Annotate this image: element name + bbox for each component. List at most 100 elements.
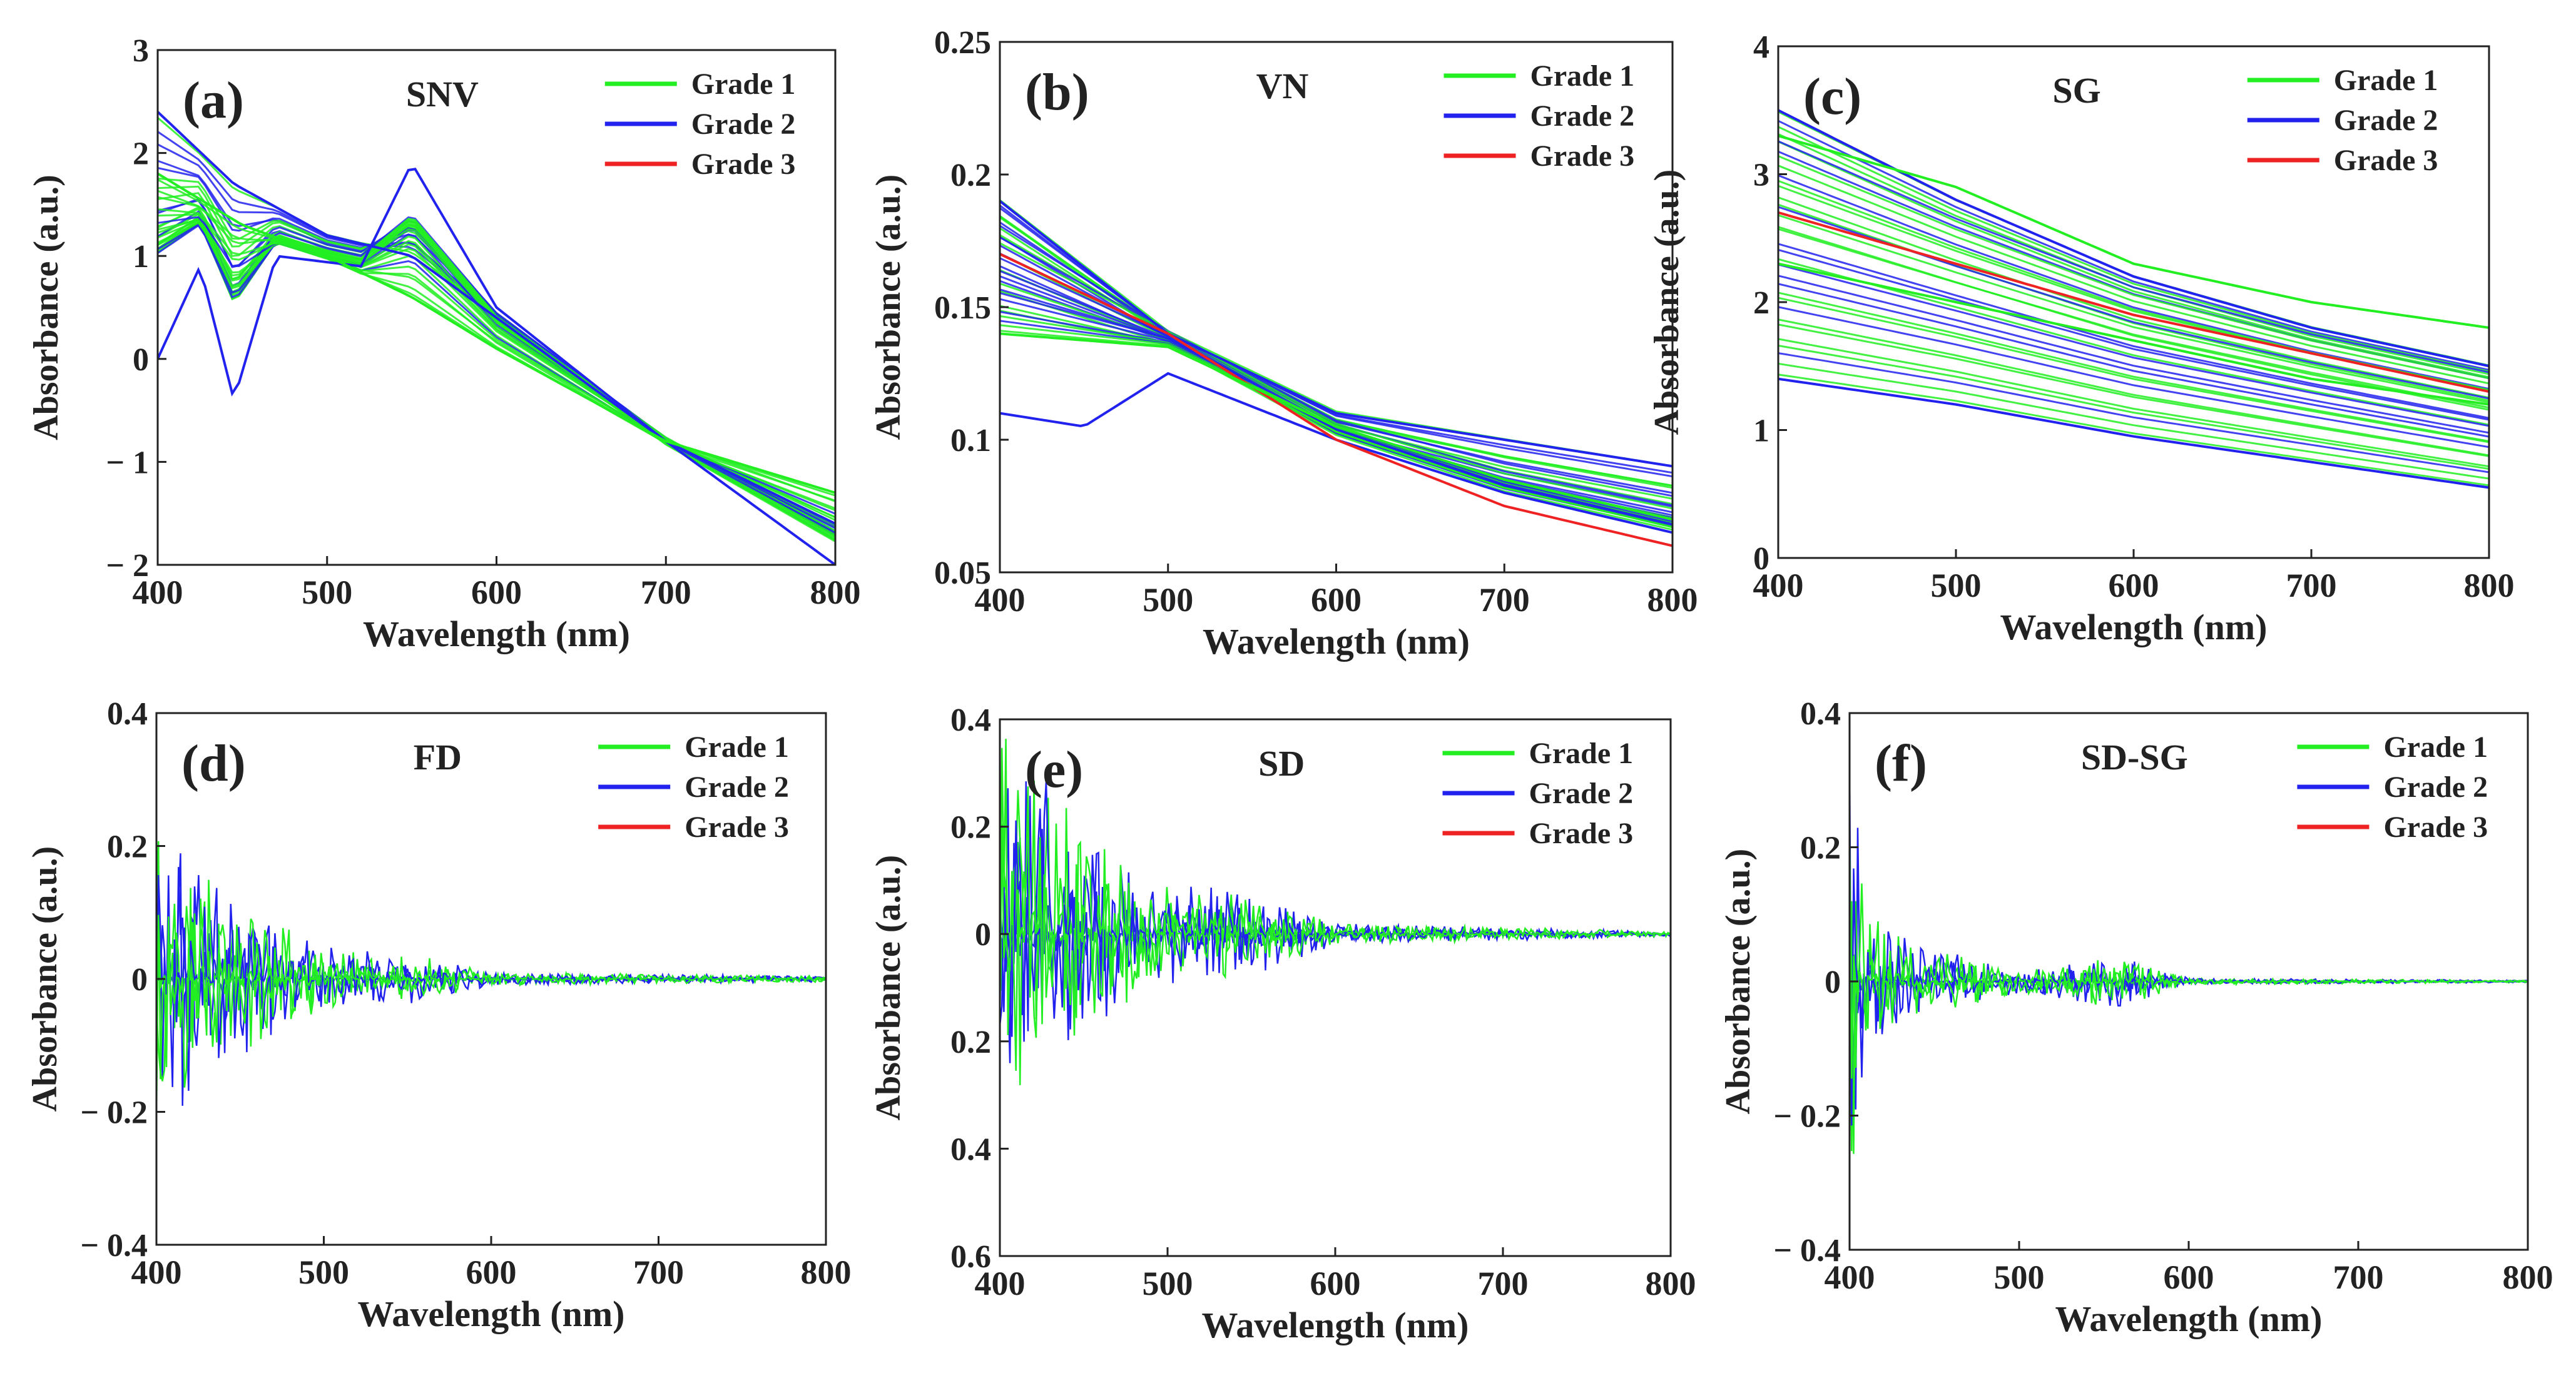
y-tick-label: 1 <box>1753 413 1769 449</box>
spectrum-line <box>1000 234 1672 505</box>
x-axis-label: Wavelength (nm) <box>1202 1305 1469 1345</box>
spectrum-line <box>1000 215 1672 487</box>
y-tick-label: 1 <box>133 239 149 275</box>
spectrum-line <box>158 221 835 533</box>
y-tick-label: 0.4 <box>1800 696 1841 732</box>
x-tick-label: 400 <box>975 581 1026 619</box>
spectrum-line <box>1000 216 1672 489</box>
series-line-4 <box>1000 332 1672 521</box>
y-axis-label: Absorbance (a.u.) <box>26 846 64 1112</box>
panel-label: (b) <box>1025 63 1089 121</box>
y-tick-label: 0.2 <box>950 1025 991 1060</box>
y-tick-label: 0.4 <box>107 696 148 732</box>
chart-panel-5: 400 500 600 700 800 0.4 0.2 0 0.2 0.4 0.6 Wavelengt… <box>869 702 1696 1345</box>
legend: Grade 1 Grade 2 Grade 3 <box>2247 64 2438 177</box>
y-tick-label: − 0.4 <box>1773 1233 1841 1269</box>
y-tick-label: 0.2 <box>950 810 991 846</box>
y-tick-label: 3 <box>133 33 149 69</box>
legend: Grade 1 Grade 2 Grade 3 <box>1442 737 1633 850</box>
x-tick-label: 800 <box>2464 567 2515 604</box>
x-tick-label: 400 <box>131 1254 182 1291</box>
spectrum-line <box>1778 126 2489 373</box>
panel-title: VN <box>1256 66 1309 106</box>
chart-panel-2: 400 500 600 700 800 0.25 0.2 0.15 0.1 0.05 Wavelen… <box>869 25 1698 662</box>
spectrum-line <box>1778 248 2489 421</box>
series-line-4 <box>1778 262 2489 406</box>
spectrum-line <box>158 218 835 519</box>
legend-label: Grade 2 <box>2334 104 2438 137</box>
y-tick-label: − 0.2 <box>1773 1099 1841 1135</box>
y-tick-label: 0.05 <box>934 555 991 591</box>
x-tick-label: 800 <box>1647 581 1698 619</box>
plot-area <box>156 841 826 1120</box>
y-axis-label: Absorbance (a.u.) <box>1719 849 1758 1115</box>
y-tick-label: 0.1 <box>950 423 991 458</box>
spectrum-line <box>1778 318 2489 457</box>
x-tick-label: 400 <box>1753 567 1804 604</box>
y-tick-label: 4 <box>1753 29 1769 65</box>
spectrum-line <box>1000 292 1672 525</box>
panel-label: (e) <box>1025 741 1083 799</box>
spectrum-line <box>158 224 835 534</box>
spectrum-line <box>1778 338 2489 468</box>
x-tick-label: 700 <box>2333 1259 2384 1296</box>
spectrum-line <box>1778 275 2489 434</box>
x-tick-label: 500 <box>1931 567 1982 604</box>
x-tick-label: 400 <box>133 574 183 611</box>
series-line-3 <box>1778 211 2489 393</box>
series-line-2 <box>1778 134 2489 329</box>
spectrum-line <box>1778 373 2489 487</box>
x-tick-label: 500 <box>1143 581 1193 619</box>
spectrum-line <box>1778 196 2489 399</box>
spectrum-line <box>1778 323 2489 457</box>
spectrum-line <box>1000 207 1672 478</box>
spectrum-line <box>1778 291 2489 442</box>
series-line-5 <box>1778 377 2489 489</box>
legend-label: Grade 3 <box>691 148 796 181</box>
x-axis-label: Wavelength (nm) <box>358 1294 625 1334</box>
x-tick-label: 400 <box>1825 1259 1875 1296</box>
plot-area <box>1850 760 2528 1154</box>
y-tick-label: 2 <box>1753 285 1769 321</box>
panel-title: SG <box>2052 70 2100 111</box>
panel-title: SNV <box>406 74 479 114</box>
y-tick-label: 0.4 <box>950 702 991 738</box>
y-tick-label: − 0.2 <box>80 1095 148 1131</box>
spectrum-line <box>1000 227 1672 500</box>
x-tick-label: 700 <box>1478 1265 1529 1302</box>
panel-title: SD <box>1258 743 1305 784</box>
legend: Grade 1 Grade 2 Grade 3 <box>604 68 796 181</box>
chart-panel-1: 400 500 600 700 800 3 2 1 0 − 1 − 2 Wavelength (nm)… <box>27 33 861 654</box>
legend-label: Grade 1 <box>685 731 789 764</box>
y-tick-label: 0 <box>975 917 991 953</box>
x-tick-label: 800 <box>801 1254 852 1291</box>
panel-title: SD-SG <box>2081 737 2188 778</box>
x-tick-label: 600 <box>1310 1265 1361 1302</box>
spectrum-line <box>1000 242 1672 510</box>
legend-label: Grade 1 <box>2334 64 2438 97</box>
legend-label: Grade 3 <box>1530 139 1635 173</box>
y-tick-label: 0 <box>131 962 148 998</box>
series-line-3 <box>1000 253 1672 547</box>
y-tick-label: 3 <box>1753 158 1769 193</box>
legend-label: Grade 3 <box>2334 144 2438 177</box>
spectrum-line <box>158 190 835 502</box>
spectrum-line <box>1778 243 2489 419</box>
series-line-2 <box>158 168 835 565</box>
spectrum-line <box>1778 263 2489 427</box>
legend-label: Grade 1 <box>691 68 796 101</box>
chart-panel-3: 400 500 600 700 800 4 3 2 1 0 Wavelength (nm) Absor… <box>1647 29 2515 647</box>
legend-label: Grade 2 <box>691 108 796 141</box>
x-tick-label: 600 <box>471 574 522 611</box>
x-tick-label: 600 <box>2109 567 2159 604</box>
spectrum-line <box>1000 215 1672 487</box>
x-tick-label: 400 <box>975 1265 1026 1302</box>
x-tick-label: 800 <box>2503 1259 2553 1296</box>
spectrum-line <box>1778 155 2489 380</box>
spectrum-line <box>1778 283 2489 438</box>
y-tick-label: − 2 <box>106 548 149 584</box>
panel-label: (a) <box>183 71 244 129</box>
legend-label: Grade 2 <box>2383 771 2488 804</box>
spectrum-line <box>1778 175 2489 390</box>
